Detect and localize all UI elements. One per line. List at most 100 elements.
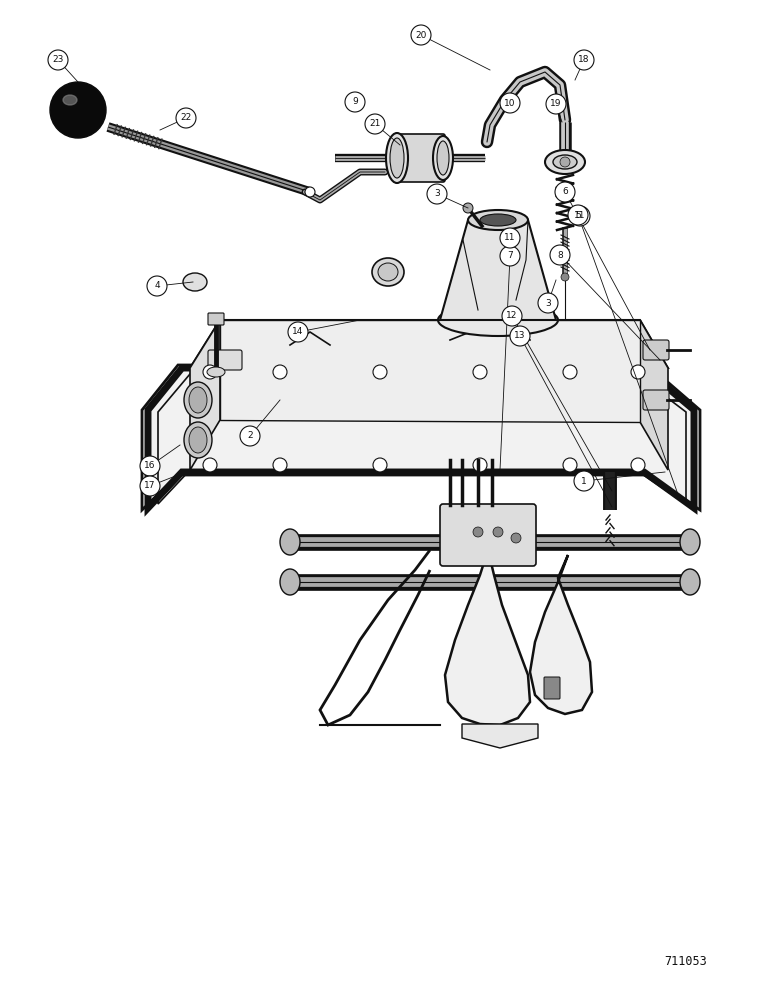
Polygon shape [530, 555, 592, 714]
Polygon shape [640, 320, 668, 470]
Text: 4: 4 [154, 282, 160, 290]
Circle shape [500, 93, 520, 113]
Text: 5: 5 [575, 211, 581, 220]
Ellipse shape [183, 273, 207, 291]
Text: 23: 23 [52, 55, 63, 64]
Ellipse shape [280, 529, 300, 555]
Text: 22: 22 [181, 113, 191, 122]
Circle shape [574, 471, 594, 491]
Circle shape [473, 365, 487, 379]
Circle shape [50, 82, 106, 138]
Circle shape [345, 92, 365, 112]
Circle shape [568, 205, 588, 225]
Text: 12: 12 [506, 312, 518, 320]
Circle shape [563, 458, 577, 472]
Circle shape [203, 365, 217, 379]
FancyBboxPatch shape [208, 313, 224, 325]
Ellipse shape [184, 382, 212, 418]
Circle shape [510, 326, 530, 346]
Ellipse shape [207, 367, 225, 377]
Circle shape [48, 50, 68, 70]
Circle shape [538, 293, 558, 313]
Circle shape [273, 365, 287, 379]
FancyBboxPatch shape [643, 340, 669, 360]
Ellipse shape [553, 155, 577, 169]
Circle shape [560, 157, 570, 167]
Ellipse shape [378, 263, 398, 281]
Ellipse shape [468, 210, 528, 230]
Circle shape [473, 527, 483, 537]
Circle shape [563, 365, 577, 379]
Text: 7: 7 [507, 251, 513, 260]
Circle shape [631, 365, 645, 379]
Circle shape [502, 306, 522, 326]
Circle shape [473, 458, 487, 472]
Circle shape [427, 184, 447, 204]
Text: 3: 3 [545, 298, 551, 308]
Polygon shape [220, 320, 640, 422]
Text: 20: 20 [415, 30, 427, 39]
Ellipse shape [280, 569, 300, 595]
Circle shape [546, 94, 566, 114]
FancyBboxPatch shape [643, 390, 669, 410]
Circle shape [574, 50, 594, 70]
Circle shape [373, 458, 387, 472]
Text: 10: 10 [504, 99, 516, 107]
Circle shape [631, 458, 645, 472]
FancyBboxPatch shape [208, 350, 242, 370]
Polygon shape [440, 220, 556, 320]
Text: 3: 3 [434, 190, 440, 198]
Circle shape [176, 108, 196, 128]
Circle shape [550, 245, 570, 265]
Text: 18: 18 [578, 55, 590, 64]
Ellipse shape [437, 141, 449, 175]
Circle shape [561, 273, 569, 281]
Circle shape [240, 426, 260, 446]
Ellipse shape [390, 138, 404, 178]
Text: 711053: 711053 [665, 955, 707, 968]
Text: 1: 1 [581, 477, 587, 486]
Circle shape [273, 458, 287, 472]
Text: 8: 8 [557, 250, 563, 259]
Circle shape [140, 476, 160, 496]
Text: 16: 16 [144, 462, 156, 471]
Polygon shape [445, 550, 530, 725]
FancyBboxPatch shape [440, 504, 536, 566]
Circle shape [203, 458, 217, 472]
Circle shape [511, 533, 521, 543]
Text: 17: 17 [144, 482, 156, 490]
Circle shape [140, 456, 160, 476]
Ellipse shape [372, 258, 404, 286]
Ellipse shape [63, 95, 77, 105]
Circle shape [555, 182, 575, 202]
Circle shape [365, 114, 385, 134]
Text: 11: 11 [504, 233, 516, 242]
Text: 14: 14 [293, 328, 303, 336]
Ellipse shape [480, 214, 516, 226]
Circle shape [493, 527, 503, 537]
Text: 2: 2 [247, 432, 252, 440]
Circle shape [500, 228, 520, 248]
Circle shape [411, 25, 431, 45]
Ellipse shape [184, 422, 212, 458]
Polygon shape [142, 365, 700, 510]
Text: 21: 21 [369, 119, 381, 128]
Ellipse shape [386, 133, 408, 183]
Ellipse shape [189, 427, 207, 453]
FancyBboxPatch shape [395, 134, 445, 182]
Polygon shape [190, 320, 668, 368]
Text: 19: 19 [550, 100, 562, 108]
Ellipse shape [680, 529, 700, 555]
Text: 11: 11 [574, 212, 586, 221]
Text: 9: 9 [352, 98, 358, 106]
Circle shape [500, 246, 520, 266]
Circle shape [373, 365, 387, 379]
FancyBboxPatch shape [544, 677, 560, 699]
Polygon shape [190, 320, 220, 470]
Ellipse shape [433, 136, 453, 180]
Circle shape [570, 206, 590, 226]
Polygon shape [462, 724, 538, 748]
Ellipse shape [189, 387, 207, 413]
Circle shape [288, 322, 308, 342]
Circle shape [463, 203, 473, 213]
